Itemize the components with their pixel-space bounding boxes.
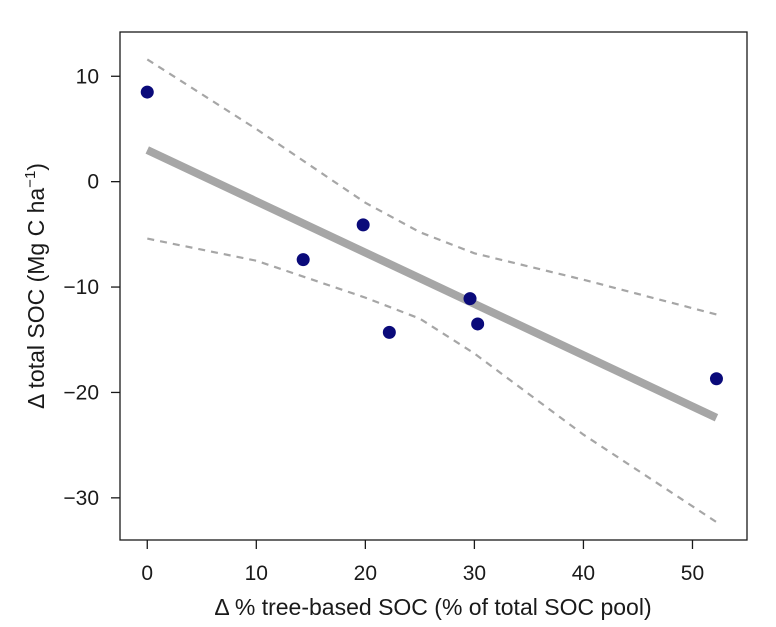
x-tick-label-50: 50	[681, 562, 704, 585]
confidence-band	[146, 58, 718, 524]
plot-frame	[119, 31, 748, 541]
y-tick-label--20: −20	[63, 381, 99, 404]
x-tick-label-20: 20	[354, 562, 377, 585]
y-axis-title-end: )	[23, 163, 49, 171]
y-tick-label--30: −30	[63, 487, 99, 510]
data-point-6	[471, 317, 485, 331]
data-point-3	[356, 218, 370, 232]
y-axis-title-sup: −1	[22, 171, 39, 188]
data-points	[140, 85, 723, 386]
x-axis-title: Δ % tree-based SOC (% of total SOC pool)	[214, 594, 651, 620]
y-axis-title: Δ total SOC (Mg C ha−1)	[22, 163, 49, 409]
y-axis: 10 0 −10 −20 −30	[63, 65, 120, 510]
y-tick-label-0: 0	[87, 171, 99, 194]
ci-lower-line	[147, 237, 718, 524]
regression-line	[145, 146, 719, 422]
x-tick-label-40: 40	[572, 562, 595, 585]
data-point-5	[463, 292, 477, 306]
x-tick-label-0: 0	[141, 562, 153, 585]
data-point-7	[709, 372, 723, 386]
x-axis: 0 10 20 30 40 50	[141, 540, 704, 585]
y-tick-label--10: −10	[63, 276, 99, 299]
y-axis-title-main: Δ total SOC (Mg C ha	[23, 188, 49, 409]
x-tick-label-10: 10	[245, 562, 268, 585]
data-point-4	[382, 325, 396, 339]
x-tick-label-30: 30	[463, 562, 486, 585]
data-point-1	[140, 85, 154, 99]
y-tick-label-10: 10	[76, 65, 99, 88]
data-point-2	[296, 253, 310, 267]
fit-line	[145, 146, 719, 422]
